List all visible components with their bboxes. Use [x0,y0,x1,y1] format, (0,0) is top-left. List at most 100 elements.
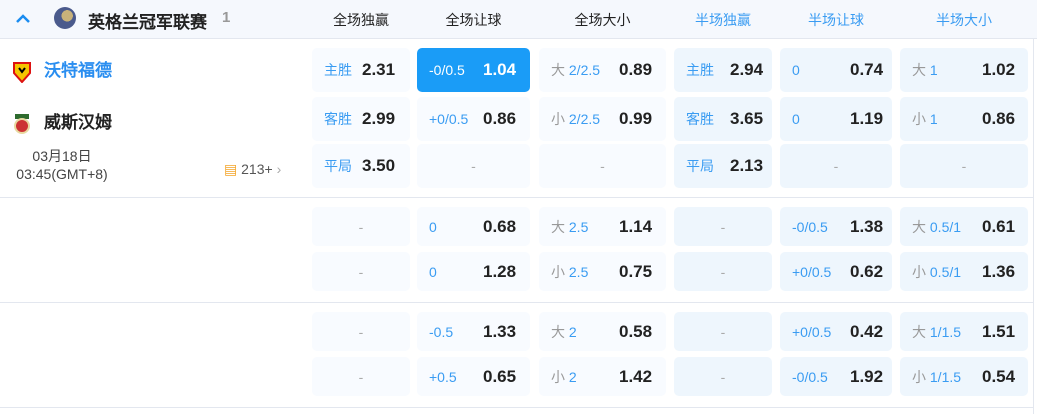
league-logo [54,7,76,29]
empty-odds: - [720,263,726,280]
league-header[interactable]: 英格兰冠军联赛 1 全场独赢 全场让球 全场大小 半场独赢 半场让球 半场大小 [0,0,1037,39]
odds-line: 0 [792,111,800,127]
odds-line: 主胜 [686,62,714,78]
odds-line: -0/0.5 [429,62,465,78]
odds-cell-ht-1x2[interactable]: 平局 2.13 [674,144,772,188]
odds-type: 大 [551,218,565,235]
odds-value: 2.94 [730,60,764,79]
odds-line: +0/0.5 [792,323,832,340]
more-markets-link[interactable]: ▤ 213+ › [224,161,281,178]
odds-value: 1.19 [850,109,884,128]
col-header-ft-1x2: 全场独赢 [333,12,389,28]
odds-cell-ht-handicap[interactable]: 0 1.19 [780,97,892,141]
odds-value: 0.74 [850,60,884,79]
odds-cell-ft-ou[interactable]: 大 2.5 1.14 [539,207,666,246]
divider [0,407,1033,408]
odds-value: 1.04 [483,60,517,79]
odds-value: 0.86 [483,109,517,128]
odds-type: 大 [912,218,926,235]
odds-cell-ft-ou[interactable]: 大 2 0.58 [539,312,666,351]
odds-value: 0.58 [619,321,653,341]
odds-cell-ht-ou[interactable]: 大 0.5/1 0.61 [900,207,1028,246]
odds-cell-ht-handicap[interactable]: -0/0.5 1.92 [780,357,892,396]
odds-line: 2 [568,323,577,340]
odds-line: +0/0.5 [792,263,832,280]
odds-cell-ft-ou[interactable]: 小 2 1.42 [539,357,666,396]
odds-cell-ft-handicap[interactable]: 0 0.68 [417,207,530,246]
odds-cell-ht-1x2[interactable]: 客胜 3.65 [674,97,772,141]
empty-odds: - [358,263,364,280]
away-team[interactable]: 威斯汉姆 [12,108,112,135]
empty-odds: - [961,158,967,174]
odds-cell-ht-1x2: - [674,357,772,396]
odds-type: 小 [912,368,926,385]
odds-line: 2.5 [568,218,589,235]
odds-cell-ft-1x2: - [312,252,410,291]
match-count: 1 [222,9,231,26]
empty-odds: - [720,368,726,385]
chevron-right-icon: › [276,161,282,177]
odds-type: 小 [912,263,926,280]
odds-cell-ft-1x2[interactable]: 客胜 2.99 [312,97,410,141]
col-header-ht-ou: 半场大小 [936,12,992,28]
odds-value: 1.33 [483,321,517,341]
odds-cell-ft-handicap[interactable]: -0.5 1.33 [417,312,530,351]
odds-value: 1.02 [982,60,1016,79]
odds-cell-ht-handicap: - [780,144,892,188]
odds-value: 1.42 [619,366,653,386]
odds-cell-ht-handicap[interactable]: -0/0.5 1.38 [780,207,892,246]
odds-value: 3.50 [362,156,396,175]
odds-value: 1.36 [982,261,1016,281]
away-team-name: 威斯汉姆 [44,113,112,132]
odds-type: 小 [551,263,565,280]
empty-odds: - [600,158,605,174]
odds-line: 平局 [686,158,714,174]
odds-line: 2/2.5 [568,111,601,127]
col-header-ht-1x2: 半场独赢 [695,12,751,28]
odds-cell-ft-ou[interactable]: 小 2.5 0.75 [539,252,666,291]
odds-cell-ft-handicap[interactable]: -0/0.5 1.04 [417,48,530,92]
odds-cell-ht-handicap[interactable]: +0/0.5 0.42 [780,312,892,351]
odds-cell-ft-1x2[interactable]: 平局 3.50 [312,144,410,188]
odds-cell-ft-1x2: - [312,357,410,396]
odds-line: 1 [929,111,938,127]
odds-value: 0.86 [982,109,1016,128]
odds-cell-ft-handicap[interactable]: 0 1.28 [417,252,530,291]
home-team[interactable]: 沃特福德 [12,56,112,83]
odds-cell-ht-1x2: - [674,252,772,291]
odds-type: 大 [912,62,926,78]
odds-cell-ht-handicap[interactable]: 0 0.74 [780,48,892,92]
odds-cell-ht-ou[interactable]: 小 0.5/1 1.36 [900,252,1028,291]
odds-value: 0.89 [619,60,653,79]
match-time: 03:45(GMT+8) [16,166,108,182]
odds-cell-ht-ou[interactable]: 大 1/1.5 1.51 [900,312,1028,351]
odds-line: -0/0.5 [792,368,828,385]
odds-cell-ht-1x2: - [674,312,772,351]
odds-line: 2 [568,368,577,385]
empty-odds: - [720,218,726,235]
odds-cell-ht-ou[interactable]: 大 1 1.02 [900,48,1028,92]
odds-value: 0.54 [982,366,1016,386]
odds-line: 客胜 [686,111,714,127]
odds-cell-ft-ou[interactable]: 小 2/2.5 0.99 [539,97,666,141]
odds-type: 大 [551,323,565,340]
wrexham-badge-icon [14,113,30,134]
chevron-up-icon[interactable] [14,10,32,28]
odds-value: 0.65 [483,366,517,386]
odds-cell-ht-handicap[interactable]: +0/0.5 0.62 [780,252,892,291]
odds-cell-ht-1x2[interactable]: 主胜 2.94 [674,48,772,92]
odds-value: 1.14 [619,216,653,236]
odds-cell-ft-handicap[interactable]: +0/0.5 0.86 [417,97,530,141]
odds-cell-ft-ou[interactable]: 大 2/2.5 0.89 [539,48,666,92]
odds-cell-ft-1x2[interactable]: 主胜 2.31 [312,48,410,92]
empty-odds: - [471,158,476,174]
odds-cell-ft-ou: - [539,144,666,188]
odds-value: 0.42 [850,321,884,341]
odds-cell-ft-handicap[interactable]: +0.5 0.65 [417,357,530,396]
odds-clock-icon: ▤ [224,161,238,177]
odds-cell-ht-ou[interactable]: 小 1/1.5 0.54 [900,357,1028,396]
col-header-ft-handicap: 全场让球 [445,12,502,28]
odds-cell-ht-ou[interactable]: 小 1 0.86 [900,97,1028,141]
empty-odds: - [720,323,726,340]
more-markets-count: 213+ [241,161,273,177]
